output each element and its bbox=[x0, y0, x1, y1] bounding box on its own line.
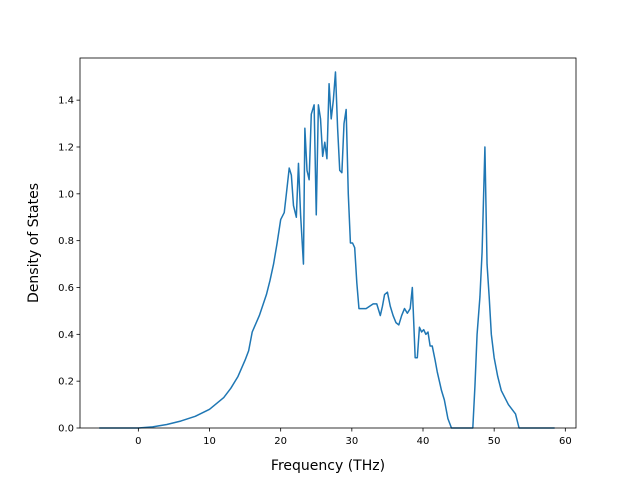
y-tick-label: 1.0 bbox=[58, 189, 74, 200]
plot-area bbox=[99, 71, 555, 429]
x-axis-ticks: 0 10 20 30 40 50 60 bbox=[135, 428, 572, 447]
x-tick-label: 0 bbox=[135, 436, 141, 447]
y-tick-label: 0.4 bbox=[58, 330, 74, 341]
y-axis-ticks: 0.0 0.2 0.4 0.6 0.8 1.0 1.2 1.4 bbox=[58, 96, 80, 435]
x-tick-label: 20 bbox=[274, 436, 287, 447]
x-tick-label: 50 bbox=[488, 436, 501, 447]
axes-frame bbox=[79, 57, 577, 429]
x-tick-label: 40 bbox=[417, 436, 430, 447]
y-axis-label: Density of States bbox=[26, 183, 42, 303]
y-tick-label: 0.8 bbox=[58, 236, 74, 247]
y-tick-label: 0.0 bbox=[58, 424, 74, 435]
x-tick-label: 30 bbox=[345, 436, 358, 447]
x-axis-label: Frequency (THz) bbox=[271, 458, 385, 474]
y-tick-label: 1.2 bbox=[58, 142, 74, 153]
x-tick-label: 10 bbox=[203, 436, 216, 447]
dos-series-line-0 bbox=[99, 71, 555, 429]
y-tick-label: 0.2 bbox=[58, 377, 74, 388]
x-tick-label: 60 bbox=[559, 436, 572, 447]
y-tick-label: 1.4 bbox=[58, 96, 74, 107]
y-tick-label: 0.6 bbox=[58, 283, 74, 294]
